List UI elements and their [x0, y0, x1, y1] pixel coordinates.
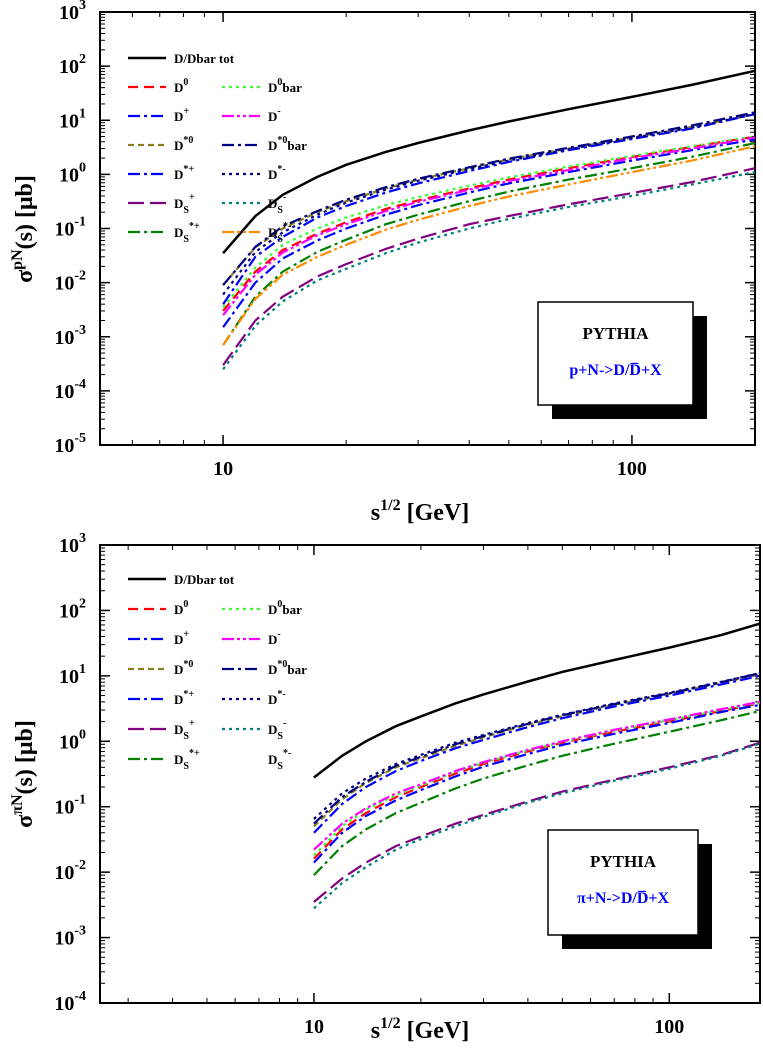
legend-label-Dsp: D*+ [174, 689, 194, 707]
y-tick-label: 10-3 [54, 924, 86, 950]
y-tick-label: 10-2 [54, 269, 86, 295]
series-line-Dsm [222, 113, 755, 296]
series-line-Dm [222, 136, 755, 316]
y-tick-label: 103 [59, 0, 86, 24]
legend-label-Ds0bar: D*0bar [268, 659, 307, 677]
y-tick-label: 10-1 [54, 793, 86, 819]
y-tick-label: 100 [59, 160, 86, 186]
x-tick-label: 100 [654, 1016, 684, 1038]
legend-label-DSm: DS- [268, 192, 286, 216]
annotation-title: PYTHIA [582, 324, 649, 343]
series-line-Dp [222, 138, 755, 328]
legend-label-DSm: DS- [268, 718, 286, 742]
annotation-process: p+N->D/D̅+X [569, 361, 662, 379]
legend-label-Dsp: D*+ [174, 164, 194, 182]
legend-label-DSp: DS+ [174, 192, 195, 216]
series-line-Dm [313, 700, 760, 851]
bottom-chart-panel: 10-4 10-3 10-2 10-1 100 101 102 103 10 100 s1/2 [G… [9, 531, 761, 1044]
legend-label-Dp: D+ [174, 629, 189, 647]
series-group [313, 622, 760, 910]
top-chart-panel: 10-5 10-4 10-3 10-2 10-1 100 101 102 103 10 100 s1/… [9, 0, 756, 526]
annotation-title: PYTHIA [590, 852, 657, 871]
series-line-DSsp [313, 709, 760, 876]
legend-label-DSsp: DS*+ [174, 221, 200, 245]
series-line-tot [222, 69, 755, 255]
series-group [222, 69, 755, 370]
y-axis-title: σπN(s) [μb] [9, 720, 38, 828]
series-line-DSsm [222, 145, 755, 346]
legend-label-D0bar: D0bar [268, 77, 302, 95]
series-line-Ds0bar [313, 672, 760, 825]
legend-label-Dm: D- [268, 629, 281, 647]
legend-label-D0: D0 [174, 599, 188, 617]
x-axis-title: s1/2 [GeV] [371, 497, 469, 526]
annotation-box [537, 301, 694, 406]
legend-label-Dm: D- [268, 106, 281, 124]
legend-label-D0bar: D0bar [268, 599, 302, 617]
legend-label-Ds0: D*0 [174, 135, 193, 153]
series-line-DSm [222, 171, 755, 370]
legend-label-Dsm: D*- [268, 689, 286, 707]
legend-label-tot: D/Dbar tot [174, 51, 235, 66]
legend-label-Dsm: D*- [268, 164, 286, 182]
legend-label-tot: D/Dbar tot [174, 572, 235, 587]
series-line-Dsm [313, 672, 760, 820]
legend-label-Ds0: D*0 [174, 659, 193, 677]
series-line-DSsp [222, 141, 755, 346]
legend-label-DSsm: DS*- [268, 748, 291, 772]
legend-label-DSp: DS+ [174, 718, 195, 742]
y-tick-label: 101 [59, 662, 86, 688]
y-axis-title: σpN(s) [μb] [9, 175, 38, 283]
y-tick-label: 10-4 [54, 377, 86, 403]
legend-label-Dp: D+ [174, 106, 189, 124]
y-tick-label: 102 [59, 52, 86, 78]
legend-label-DSsp: DS*+ [174, 748, 200, 772]
y-tick-label: 10-3 [54, 323, 86, 349]
series-line-Dp [313, 703, 760, 864]
plot-frame [99, 544, 761, 1004]
y-tick-label: 102 [59, 596, 86, 622]
y-tick-label: 103 [59, 531, 86, 557]
series-line-DSp [313, 741, 760, 903]
series-line-Dsp [313, 674, 760, 834]
annotation-box [547, 829, 699, 936]
series-line-D0bar [222, 135, 755, 308]
series-line-D0 [313, 702, 760, 860]
legend-label-DSsm: DS*- [268, 221, 291, 245]
series-line-Ds0bar [222, 111, 755, 286]
x-tick-label: 10 [304, 1016, 324, 1038]
y-tick-label: 101 [59, 106, 86, 132]
y-tick-label: 10-4 [54, 989, 86, 1015]
annotation-process: π+N->D/D̅+X [577, 889, 670, 907]
x-axis-title: s1/2 [GeV] [371, 1015, 469, 1044]
legend-label-D0: D0 [174, 77, 188, 95]
y-tick-label: 10-2 [54, 858, 86, 884]
y-tick-label: 10-1 [54, 215, 86, 241]
y-tick-label: 10-5 [54, 431, 86, 457]
x-tick-label: 10 [213, 458, 233, 480]
series-line-DSp [222, 167, 755, 366]
x-tick-label: 100 [617, 458, 647, 480]
y-tick-label: 100 [59, 727, 86, 753]
series-line-tot [313, 622, 760, 779]
legend-label-Ds0bar: D*0bar [268, 135, 307, 153]
series-line-DSm [313, 742, 760, 910]
